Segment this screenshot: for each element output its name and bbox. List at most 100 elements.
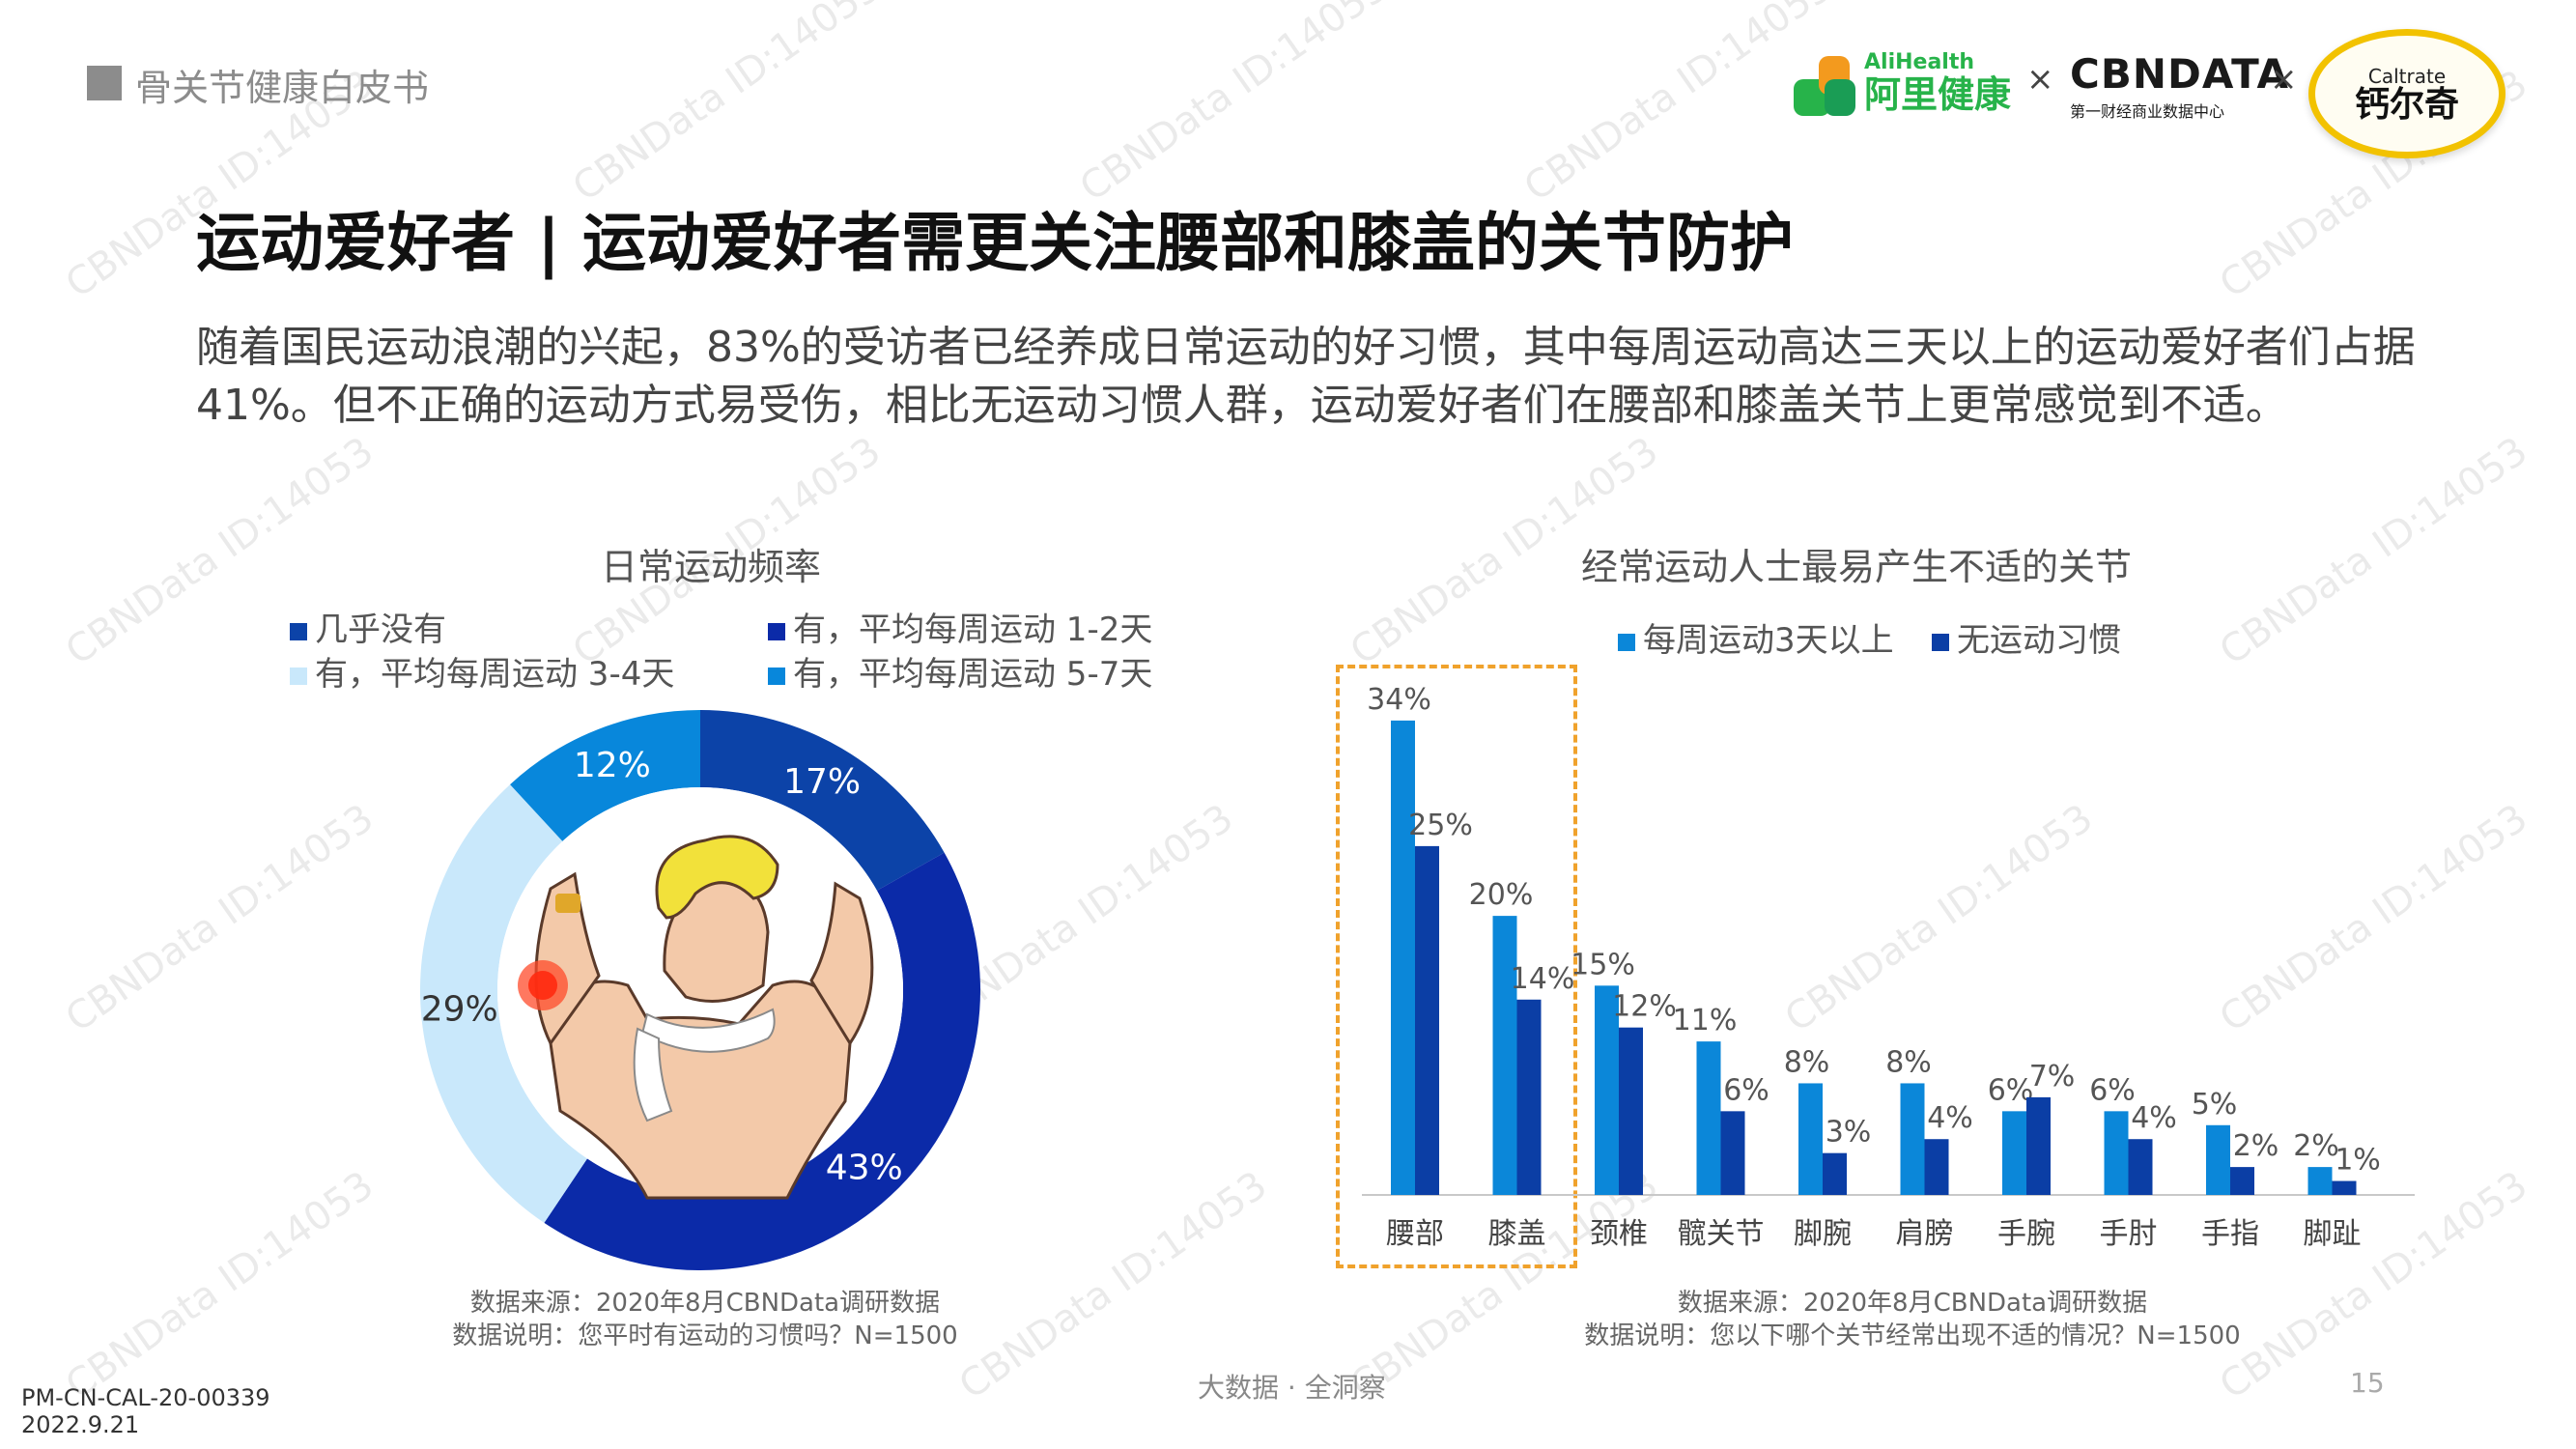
bar <box>1595 985 1619 1195</box>
bar-chart: 34% 25% 腰部 20% 14% 膝盖 15% 12% 颈椎 11% 6% 髋关节 8% 3% 脚腕 8%… <box>1362 683 2415 1251</box>
bar-value-label: 25% <box>1408 809 1473 842</box>
bar-value-label: 2% <box>2233 1129 2279 1163</box>
bar <box>2104 1111 2129 1195</box>
bar <box>2026 1096 2051 1195</box>
donut-legend-item: 有，平均每周运动 1-2天 <box>768 603 1152 650</box>
x-tick-label: 髋关节 <box>1678 1217 1765 1251</box>
legend-label: 有，平均每周运动 3-4天 <box>315 655 675 694</box>
x-tick-label: 颈椎 <box>1590 1217 1648 1251</box>
section-marker <box>87 66 122 100</box>
cbndata-sub: 第一财经商业数据中心 <box>2070 102 2225 121</box>
alihealth-cn: 阿里健康 <box>1864 73 2012 116</box>
bar-value-label: 6% <box>1988 1073 2034 1107</box>
bar-value-label: 1% <box>2335 1144 2381 1178</box>
bar-value-label: 11% <box>1673 1004 1738 1037</box>
legend-label: 几乎没有 <box>315 611 446 649</box>
bar <box>1415 845 1439 1195</box>
bar-value-label: 15% <box>1571 948 1635 981</box>
donut-slice-label: 29% <box>421 989 498 1029</box>
note-text: 数据说明：您以下哪个关节经常出现不适的情况？N=1500 <box>1584 1321 2241 1350</box>
legend-swatch <box>290 667 307 685</box>
bar-value-label: 20% <box>1469 878 1534 912</box>
bar <box>2206 1124 2230 1195</box>
intro-paragraph: 随着国民运动浪潮的兴起，83%的受访者已经养成日常运动的好习惯，其中每周运动高达… <box>196 323 2416 430</box>
bar-chart-title: 经常运动人士最易产生不适的关节 <box>1581 546 2133 588</box>
bar-value-label: 4% <box>1927 1101 1973 1135</box>
bar <box>2230 1167 2254 1195</box>
bar <box>1924 1139 1949 1195</box>
legend-label: 每周运动3天以上 <box>1643 621 1894 660</box>
doc-code: PM-CN-CAL-20-00339 2022.9.21 <box>21 1384 270 1438</box>
caltrate-cn: 钙尔奇 <box>2354 85 2459 125</box>
source-text: 数据来源：2020年8月CBNData调研数据 <box>469 1289 941 1318</box>
legend-label: 有，平均每周运动 5-7天 <box>793 655 1153 694</box>
donut-slice-label: 43% <box>826 1149 903 1188</box>
bar <box>1798 1083 1823 1195</box>
donut-slice-label: 17% <box>783 762 861 802</box>
logo-separator: × <box>2026 60 2054 99</box>
donut-slice <box>544 852 980 1270</box>
donut-source: 数据来源：2020年8月CBNData调研数据 数据说明：您平时有运动的习惯吗？… <box>367 1287 1043 1352</box>
bar <box>1391 720 1415 1195</box>
x-tick-label: 手指 <box>2201 1217 2259 1251</box>
bar-value-label: 2% <box>2293 1129 2339 1163</box>
doc-code-id: PM-CN-CAL-20-00339 <box>21 1384 270 1411</box>
watermark-text: CBNData ID:14053 <box>58 795 382 1041</box>
bar-value-label: 8% <box>1885 1045 1932 1079</box>
bar <box>2307 1167 2333 1195</box>
bar-value-label: 7% <box>2029 1060 2076 1094</box>
legend-swatch <box>1618 633 1635 651</box>
bar-value-label: 14% <box>1511 962 1575 996</box>
bar <box>1619 1027 1643 1195</box>
legend-swatch <box>768 667 785 685</box>
x-tick-label: 手肘 <box>2100 1217 2158 1251</box>
alihealth-logo: AliHealth 阿里健康 <box>1864 50 2011 115</box>
bar-value-label: 34% <box>1367 683 1431 717</box>
bar-value-label: 5% <box>2192 1088 2238 1122</box>
caltrate-en: Caltrate <box>2367 65 2447 88</box>
x-tick-label: 脚趾 <box>2304 1217 2362 1251</box>
bar <box>2002 1111 2026 1195</box>
legend-swatch <box>768 622 785 640</box>
bar <box>2332 1180 2357 1195</box>
source-text: 数据来源：2020年8月CBNData调研数据 <box>1677 1289 2148 1318</box>
bar-legend-item: 无运动习惯 <box>1932 613 2121 661</box>
bar <box>1900 1083 1925 1195</box>
donut-slice <box>700 710 945 891</box>
legend-swatch <box>290 622 307 640</box>
bar-value-label: 3% <box>1826 1116 1872 1150</box>
doc-code-date: 2022.9.21 <box>21 1411 140 1438</box>
donut-legend-item: 有，平均每周运动 3-4天 <box>290 647 674 695</box>
alihealth-en: AliHealth <box>1864 50 1975 74</box>
footer-slogan: 大数据 · 全洞察 <box>1198 1372 1386 1404</box>
logo-separator: × <box>2270 60 2298 99</box>
alihealth-logo-icon <box>1794 56 1855 116</box>
bar-value-label: 8% <box>1784 1045 1830 1079</box>
donut-legend-item: 几乎没有 <box>290 603 446 650</box>
bar <box>1823 1152 1847 1195</box>
highlight-box <box>1336 665 1577 1268</box>
bar-value-label: 6% <box>2089 1073 2136 1107</box>
x-tick-label: 手腕 <box>1997 1217 2055 1251</box>
donut-chart: 17% 43% 29% 12% <box>419 710 980 1270</box>
legend-label: 有，平均每周运动 1-2天 <box>793 611 1153 649</box>
section-label: 骨关节健康白皮书 <box>135 67 430 109</box>
x-tick-label: 腰部 <box>1386 1217 1444 1251</box>
watermark-text: CBNData ID:14053 <box>2212 428 2536 674</box>
donut-slice <box>510 710 700 841</box>
bar <box>2128 1139 2153 1195</box>
caltrate-logo: Caltrate 钙尔奇 <box>2308 29 2505 158</box>
note-text: 数据说明：您平时有运动的习惯吗？N=1500 <box>452 1321 958 1350</box>
page-number: 15 <box>2350 1367 2385 1399</box>
bar-value-label: 12% <box>1612 990 1677 1024</box>
watermark-text: CBNData ID:14053 <box>1072 0 1397 211</box>
bar-legend-item: 每周运动3天以上 <box>1618 613 1894 661</box>
donut-slice <box>419 784 587 1223</box>
donut-chart-title: 日常运动频率 <box>601 546 822 588</box>
watermark-text: CBNData ID:14053 <box>58 1162 382 1408</box>
bar <box>1720 1111 1745 1195</box>
page-title: 运动爱好者 | 运动爱好者需更关注腰部和膝盖的关节防护 <box>196 206 1795 280</box>
athlete-illustration <box>518 835 874 1200</box>
bar-source: 数据来源：2020年8月CBNData调研数据 数据说明：您以下哪个关节经常出现… <box>1536 1287 2289 1352</box>
bar <box>1516 999 1542 1195</box>
